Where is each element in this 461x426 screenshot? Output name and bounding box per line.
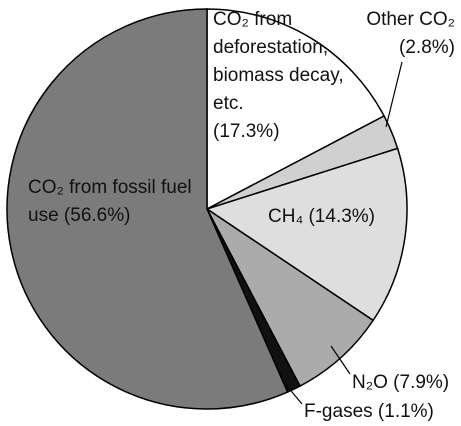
leader-line — [385, 61, 403, 128]
category-name: CH₄ — [268, 206, 304, 227]
category-name: F-gases — [304, 401, 373, 422]
value-label: (2.8%) — [399, 37, 455, 58]
slice-label: N₂O (7.9%) — [352, 369, 461, 397]
leader-line — [286, 385, 303, 405]
leader-line — [330, 345, 351, 375]
category-name: Other CO₂ — [366, 9, 455, 30]
category-name: CO₂ from deforestation, biomass decay, e… — [213, 9, 344, 114]
category-name: N₂O — [352, 372, 388, 393]
slice-label: CH₄ (14.3%) — [268, 203, 428, 231]
pie-slice — [206, 208, 375, 388]
value-label: (14.3%) — [308, 206, 376, 227]
value-label: (56.6%) — [63, 205, 131, 226]
value-label: (17.3%) — [213, 121, 280, 142]
slice-label: F-gases (1.1%) — [304, 398, 461, 426]
category-name: CO₂ from fossil fuel use — [28, 177, 192, 226]
slice-label: CO₂ from fossil fuel use (56.6%) — [28, 174, 206, 230]
pie-slice — [205, 147, 408, 322]
value-label: (7.9%) — [393, 372, 450, 393]
pie-slice — [206, 8, 386, 211]
slice-label: Other CO₂ (2.8%) — [335, 6, 455, 62]
slice-label: CO₂ from deforestation, biomass decay, e… — [213, 6, 363, 146]
pie-slice — [6, 8, 289, 410]
value-label: (1.1%) — [377, 401, 434, 422]
